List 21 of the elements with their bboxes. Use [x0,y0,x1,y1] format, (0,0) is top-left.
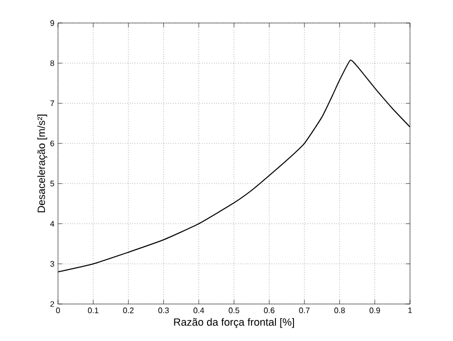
y-tick-label: 2 [50,301,54,307]
x-tick-label: 0.5 [228,308,240,314]
x-tick-label: 0.9 [370,308,380,314]
x-tick-label: 0.8 [334,308,345,314]
x-tick-label: 1 [408,308,412,314]
y-tick-label: 6 [50,140,54,146]
x-tick-label: 0.2 [123,308,134,314]
x-tick-label: 0.7 [299,308,310,314]
x-tick-label: 0 [56,308,60,314]
y-tick-label: 9 [50,20,54,26]
y-tick-label: 4 [50,220,54,226]
x-tick-label: 0.6 [264,308,274,314]
x-axis-title: Razão da força frontal [%] [174,318,294,328]
x-tick-label: 0.4 [194,308,204,314]
y-tick-label: 5 [50,180,54,186]
x-tick-label: 0.3 [158,308,169,314]
y-tick-label: 7 [50,100,54,106]
y-tick-label: 8 [50,60,54,66]
y-tick-label: 3 [50,261,54,267]
y-axis-title: Desaceleração [m/s²] [37,114,48,212]
x-tick-label: 0.1 [88,308,98,314]
